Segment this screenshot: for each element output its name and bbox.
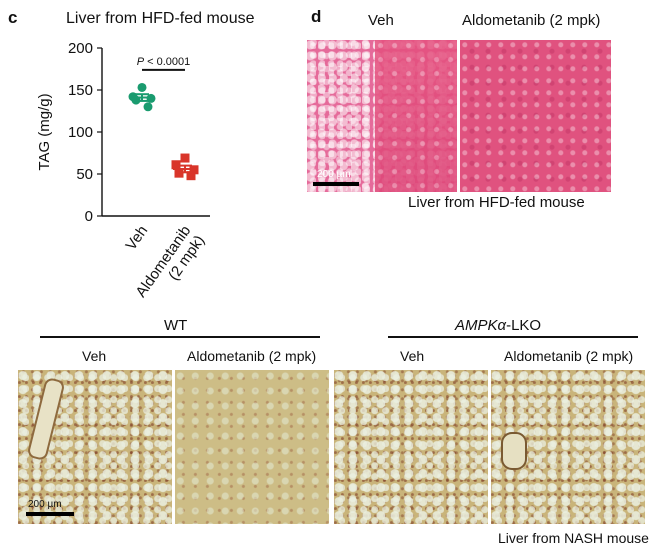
bottom-caption: Liver from NASH mouse: [498, 530, 649, 546]
p-symbol: P: [137, 56, 145, 68]
chart-points: [128, 82, 199, 181]
ampk-lko-suffix: -LKO: [506, 317, 542, 334]
y-tick-label: 50: [76, 166, 93, 183]
he-micrograph-veh: 200 µm: [307, 40, 457, 192]
ampk-lko-label: AMPKα-LKO: [455, 317, 541, 334]
data-point-veh: [137, 82, 147, 92]
wt-veh-label: Veh: [82, 348, 107, 364]
lko-aldometanib-label: Aldometanib (2 mpk): [504, 348, 634, 364]
y-tick-label: 150: [68, 82, 93, 99]
scale-bar: [26, 512, 74, 516]
data-point-aldometanib: [180, 153, 190, 163]
wt-aldometanib-label: Aldometanib (2 mpk): [187, 348, 317, 364]
wt-group-bar: [40, 336, 320, 338]
sr-micrograph-lko-aldometanib: [491, 370, 645, 524]
he-micrograph-aldometanib: [460, 40, 611, 192]
panel-c-title: Liver from HFD-fed mouse: [66, 10, 255, 27]
y-tick-label: 100: [68, 124, 93, 141]
data-point-veh: [143, 102, 153, 112]
lko-group-bar: [388, 336, 638, 338]
sr-micrograph-wt-aldometanib: [175, 370, 329, 524]
d-veh-label: Veh: [368, 12, 394, 29]
x-category-label: Veh: [123, 223, 152, 254]
vessel-shape: [501, 432, 527, 470]
y-tick-label: 0: [85, 208, 93, 225]
data-point-aldometanib: [171, 160, 181, 170]
data-point-aldometanib: [186, 171, 196, 181]
scale-bar-label: 200 µm: [28, 499, 62, 510]
y-tick-label: 200: [68, 40, 93, 57]
vessel-shape: [26, 376, 66, 462]
panel-letter-c: c: [8, 8, 18, 27]
panel-letter-d: d: [311, 7, 322, 26]
ampk-lko-italic: AMPKα: [455, 317, 507, 334]
sr-micrograph-lko-veh: [334, 370, 488, 524]
scale-bar: [313, 182, 359, 186]
y-axis-label: TAG (mg/g): [36, 93, 53, 170]
significance-label: P < 0.0001: [137, 56, 191, 68]
scale-bar-label: 200 µm: [317, 169, 351, 180]
sr-micrograph-wt-veh: 200 µm: [18, 370, 172, 524]
d-aldometanib-label: Aldometanib (2 mpk): [462, 12, 601, 29]
lko-veh-label: Veh: [400, 348, 425, 364]
d-caption: Liver from HFD-fed mouse: [408, 194, 585, 211]
wt-label: WT: [164, 317, 188, 334]
